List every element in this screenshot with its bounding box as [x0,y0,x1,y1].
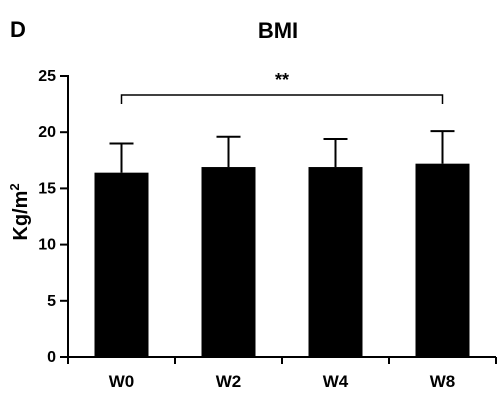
y-tick-label: 15 [38,180,56,197]
x-tick-label-w8: W8 [430,372,456,391]
y-tick-label: 10 [38,237,56,254]
x-tick-label-w2: W2 [216,372,242,391]
y-axis: 0 5 10 15 20 25 [38,68,69,366]
x-tick-label-w0: W0 [109,372,135,391]
panel-label: D [10,17,26,42]
bar-w4 [308,167,363,357]
bar-w0 [94,172,149,357]
y-axis-label: Kg/m2 [7,183,32,240]
y-tick-label: 20 [38,124,56,141]
y-axis-label-unit: Kg/m [10,191,32,241]
x-tick-label-w4: W4 [323,372,349,391]
bar-w8 [415,163,470,357]
significance-line [120,94,444,104]
x-axis: W0 W2 W4 W8 [67,356,497,391]
y-tick-label: 25 [38,68,56,85]
significance-bracket: ** [120,70,444,104]
y-tick-label: 5 [47,293,56,310]
bar-w2 [201,167,256,357]
bars [94,130,470,357]
chart-title: BMI [258,18,298,43]
y-axis-label-superscript: 2 [7,183,22,190]
y-tick-label: 0 [47,349,56,366]
significance-label: ** [275,70,289,90]
